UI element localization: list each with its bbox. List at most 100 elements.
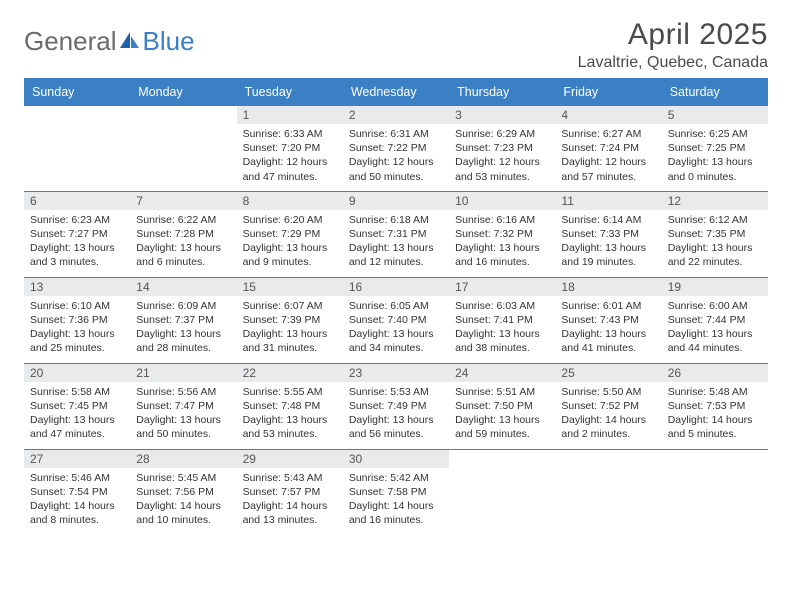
day-details: Sunrise: 6:20 AMSunset: 7:29 PMDaylight:…	[237, 210, 343, 274]
calendar-cell	[555, 449, 661, 535]
calendar-cell: 14Sunrise: 6:09 AMSunset: 7:37 PMDayligh…	[130, 277, 236, 363]
calendar-cell: 21Sunrise: 5:56 AMSunset: 7:47 PMDayligh…	[130, 363, 236, 449]
calendar-cell: 30Sunrise: 5:42 AMSunset: 7:58 PMDayligh…	[343, 449, 449, 535]
calendar-week: 6Sunrise: 6:23 AMSunset: 7:27 PMDaylight…	[24, 191, 768, 277]
day-number: 18	[555, 278, 661, 296]
calendar-cell	[449, 449, 555, 535]
calendar-cell: 27Sunrise: 5:46 AMSunset: 7:54 PMDayligh…	[24, 449, 130, 535]
calendar-cell: 18Sunrise: 6:01 AMSunset: 7:43 PMDayligh…	[555, 277, 661, 363]
calendar-cell	[662, 449, 768, 535]
day-number: 13	[24, 278, 130, 296]
day-details: Sunrise: 6:05 AMSunset: 7:40 PMDaylight:…	[343, 296, 449, 360]
day-number: 11	[555, 192, 661, 210]
calendar-cell: 13Sunrise: 6:10 AMSunset: 7:36 PMDayligh…	[24, 277, 130, 363]
day-number: 4	[555, 106, 661, 124]
month-title: April 2025	[578, 18, 768, 52]
calendar-head: SundayMondayTuesdayWednesdayThursdayFrid…	[24, 79, 768, 105]
calendar-cell: 24Sunrise: 5:51 AMSunset: 7:50 PMDayligh…	[449, 363, 555, 449]
day-number: 9	[343, 192, 449, 210]
calendar-page: GeneralBlue April 2025 Lavaltrie, Quebec…	[0, 0, 792, 559]
day-number: 12	[662, 192, 768, 210]
calendar-cell: 22Sunrise: 5:55 AMSunset: 7:48 PMDayligh…	[237, 363, 343, 449]
day-details: Sunrise: 6:10 AMSunset: 7:36 PMDaylight:…	[24, 296, 130, 360]
calendar-cell	[24, 105, 130, 191]
weekday-header: Tuesday	[237, 79, 343, 105]
day-details: Sunrise: 6:00 AMSunset: 7:44 PMDaylight:…	[662, 296, 768, 360]
day-number: 27	[24, 450, 130, 468]
day-number: 24	[449, 364, 555, 382]
weekday-header: Wednesday	[343, 79, 449, 105]
day-number: 16	[343, 278, 449, 296]
calendar-week: 13Sunrise: 6:10 AMSunset: 7:36 PMDayligh…	[24, 277, 768, 363]
calendar-cell: 19Sunrise: 6:00 AMSunset: 7:44 PMDayligh…	[662, 277, 768, 363]
day-details: Sunrise: 6:01 AMSunset: 7:43 PMDaylight:…	[555, 296, 661, 360]
day-details: Sunrise: 6:23 AMSunset: 7:27 PMDaylight:…	[24, 210, 130, 274]
calendar-cell: 10Sunrise: 6:16 AMSunset: 7:32 PMDayligh…	[449, 191, 555, 277]
calendar-table: SundayMondayTuesdayWednesdayThursdayFrid…	[24, 78, 768, 535]
day-details: Sunrise: 5:50 AMSunset: 7:52 PMDaylight:…	[555, 382, 661, 446]
day-details: Sunrise: 5:42 AMSunset: 7:58 PMDaylight:…	[343, 468, 449, 532]
day-number-empty	[662, 450, 768, 468]
calendar-week: 20Sunrise: 5:58 AMSunset: 7:45 PMDayligh…	[24, 363, 768, 449]
day-details: Sunrise: 5:56 AMSunset: 7:47 PMDaylight:…	[130, 382, 236, 446]
day-number: 30	[343, 450, 449, 468]
day-number: 7	[130, 192, 236, 210]
day-details: Sunrise: 6:27 AMSunset: 7:24 PMDaylight:…	[555, 124, 661, 188]
day-details: Sunrise: 6:31 AMSunset: 7:22 PMDaylight:…	[343, 124, 449, 188]
day-number: 5	[662, 106, 768, 124]
day-details: Sunrise: 5:45 AMSunset: 7:56 PMDaylight:…	[130, 468, 236, 532]
calendar-cell: 8Sunrise: 6:20 AMSunset: 7:29 PMDaylight…	[237, 191, 343, 277]
header-right: April 2025 Lavaltrie, Quebec, Canada	[578, 18, 768, 72]
calendar-cell: 12Sunrise: 6:12 AMSunset: 7:35 PMDayligh…	[662, 191, 768, 277]
day-number: 22	[237, 364, 343, 382]
weekday-header: Sunday	[24, 79, 130, 105]
day-number-empty	[24, 106, 130, 124]
calendar-cell: 20Sunrise: 5:58 AMSunset: 7:45 PMDayligh…	[24, 363, 130, 449]
calendar-cell: 9Sunrise: 6:18 AMSunset: 7:31 PMDaylight…	[343, 191, 449, 277]
day-details: Sunrise: 5:53 AMSunset: 7:49 PMDaylight:…	[343, 382, 449, 446]
calendar-cell: 17Sunrise: 6:03 AMSunset: 7:41 PMDayligh…	[449, 277, 555, 363]
day-number-empty	[449, 450, 555, 468]
day-details: Sunrise: 5:43 AMSunset: 7:57 PMDaylight:…	[237, 468, 343, 532]
day-details: Sunrise: 6:03 AMSunset: 7:41 PMDaylight:…	[449, 296, 555, 360]
day-details: Sunrise: 6:07 AMSunset: 7:39 PMDaylight:…	[237, 296, 343, 360]
calendar-cell: 4Sunrise: 6:27 AMSunset: 7:24 PMDaylight…	[555, 105, 661, 191]
calendar-cell: 26Sunrise: 5:48 AMSunset: 7:53 PMDayligh…	[662, 363, 768, 449]
calendar-cell: 6Sunrise: 6:23 AMSunset: 7:27 PMDaylight…	[24, 191, 130, 277]
day-number: 15	[237, 278, 343, 296]
day-details: Sunrise: 6:09 AMSunset: 7:37 PMDaylight:…	[130, 296, 236, 360]
day-number: 25	[555, 364, 661, 382]
brand-sail-icon	[119, 30, 141, 50]
day-details: Sunrise: 6:18 AMSunset: 7:31 PMDaylight:…	[343, 210, 449, 274]
calendar-cell: 5Sunrise: 6:25 AMSunset: 7:25 PMDaylight…	[662, 105, 768, 191]
day-number: 21	[130, 364, 236, 382]
weekday-header: Thursday	[449, 79, 555, 105]
day-number: 2	[343, 106, 449, 124]
day-details: Sunrise: 6:29 AMSunset: 7:23 PMDaylight:…	[449, 124, 555, 188]
day-number: 10	[449, 192, 555, 210]
day-number: 23	[343, 364, 449, 382]
day-details: Sunrise: 6:25 AMSunset: 7:25 PMDaylight:…	[662, 124, 768, 188]
day-number: 8	[237, 192, 343, 210]
weekday-header: Saturday	[662, 79, 768, 105]
calendar-cell: 15Sunrise: 6:07 AMSunset: 7:39 PMDayligh…	[237, 277, 343, 363]
day-details: Sunrise: 6:33 AMSunset: 7:20 PMDaylight:…	[237, 124, 343, 188]
day-details: Sunrise: 6:22 AMSunset: 7:28 PMDaylight:…	[130, 210, 236, 274]
day-number: 6	[24, 192, 130, 210]
calendar-cell: 1Sunrise: 6:33 AMSunset: 7:20 PMDaylight…	[237, 105, 343, 191]
header: GeneralBlue April 2025 Lavaltrie, Quebec…	[24, 18, 768, 72]
calendar-cell: 11Sunrise: 6:14 AMSunset: 7:33 PMDayligh…	[555, 191, 661, 277]
calendar-cell: 29Sunrise: 5:43 AMSunset: 7:57 PMDayligh…	[237, 449, 343, 535]
day-details: Sunrise: 6:16 AMSunset: 7:32 PMDaylight:…	[449, 210, 555, 274]
brand-part1: General	[24, 26, 117, 57]
day-number: 19	[662, 278, 768, 296]
calendar-cell: 2Sunrise: 6:31 AMSunset: 7:22 PMDaylight…	[343, 105, 449, 191]
day-number: 14	[130, 278, 236, 296]
day-number-empty	[130, 106, 236, 124]
day-details: Sunrise: 5:55 AMSunset: 7:48 PMDaylight:…	[237, 382, 343, 446]
day-number: 17	[449, 278, 555, 296]
calendar-cell	[130, 105, 236, 191]
location-label: Lavaltrie, Quebec, Canada	[578, 54, 768, 72]
brand-logo: GeneralBlue	[24, 26, 195, 57]
calendar-cell: 7Sunrise: 6:22 AMSunset: 7:28 PMDaylight…	[130, 191, 236, 277]
